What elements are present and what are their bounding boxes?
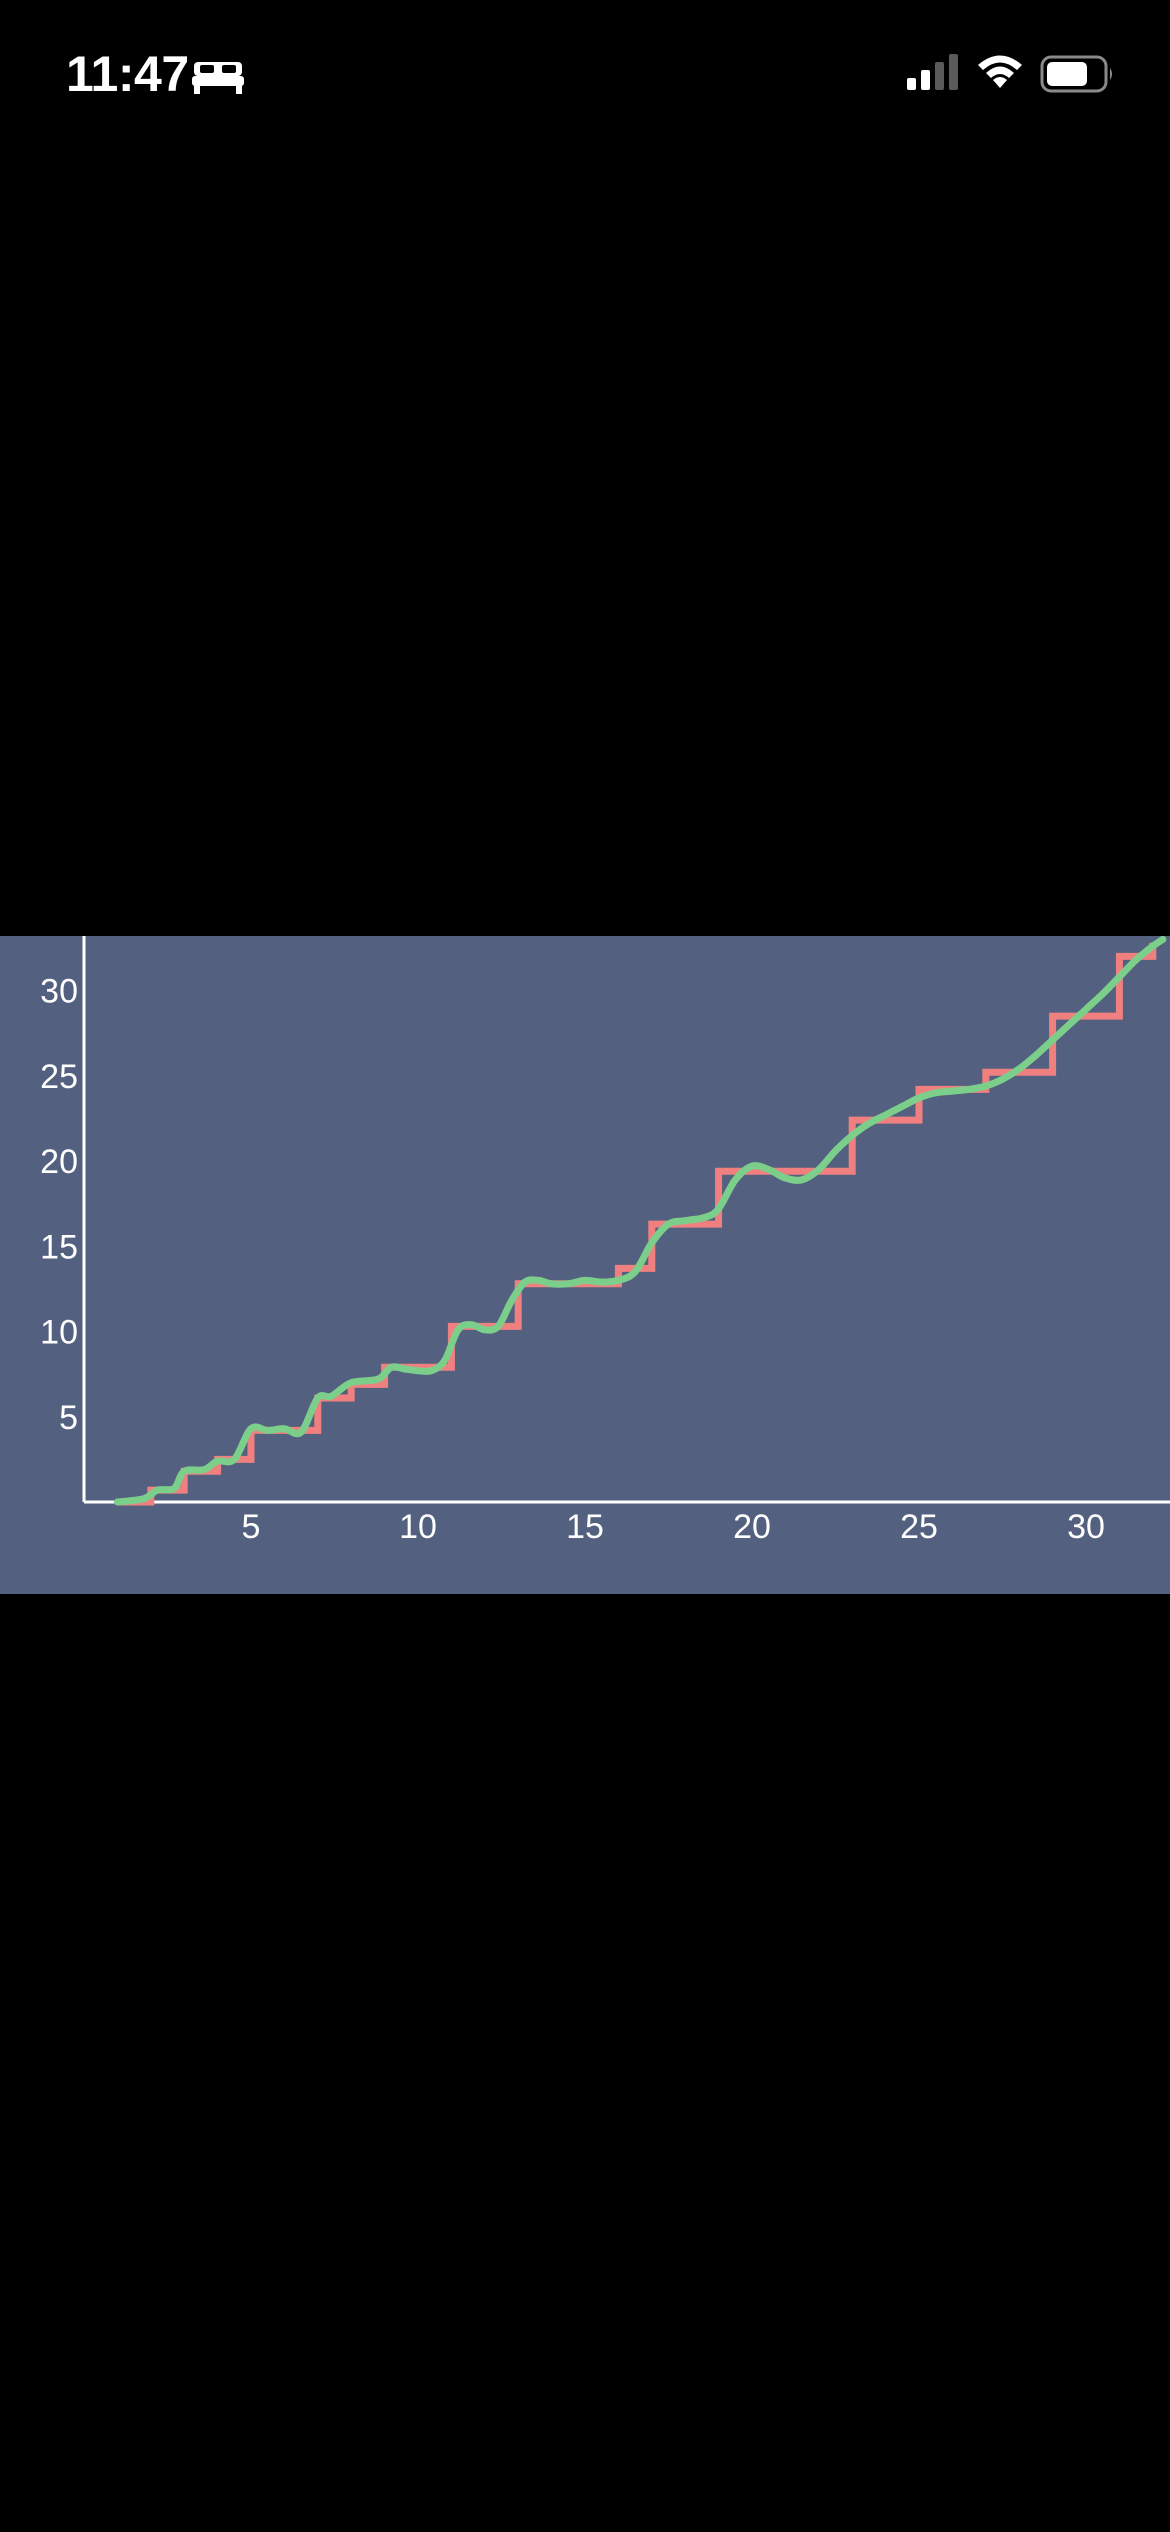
x-tick-label: 20 bbox=[733, 1508, 771, 1546]
y-tick-label: 25 bbox=[40, 1058, 78, 1096]
y-tick-label: 15 bbox=[40, 1228, 78, 1266]
bed-icon bbox=[192, 62, 244, 94]
y-tick-label: 5 bbox=[59, 1399, 78, 1437]
y-tick-label: 30 bbox=[40, 973, 78, 1011]
x-tick-label: 15 bbox=[566, 1508, 604, 1546]
step-series-line bbox=[117, 942, 1157, 1506]
wifi-icon bbox=[978, 55, 1022, 88]
cellular-signal-icon bbox=[907, 54, 958, 90]
status-time: 11:47 bbox=[66, 46, 189, 102]
step-vs-smooth-chart: 5 10 15 20 25 30 5 10 15 20 25 30 bbox=[40, 936, 1170, 1546]
x-tick-label: 10 bbox=[399, 1508, 437, 1546]
battery-icon bbox=[1040, 55, 1112, 93]
status-bar: 11:47 bbox=[0, 0, 1170, 150]
x-tick-label: 25 bbox=[900, 1508, 938, 1546]
chart-panel: 5 10 15 20 25 30 5 10 15 20 25 30 bbox=[0, 936, 1170, 1594]
x-tick-label: 5 bbox=[242, 1508, 261, 1546]
y-tick-label: 20 bbox=[40, 1143, 78, 1181]
y-tick-label: 10 bbox=[40, 1314, 78, 1352]
smooth-series-line bbox=[113, 936, 1167, 1506]
x-tick-label: 30 bbox=[1067, 1508, 1105, 1546]
